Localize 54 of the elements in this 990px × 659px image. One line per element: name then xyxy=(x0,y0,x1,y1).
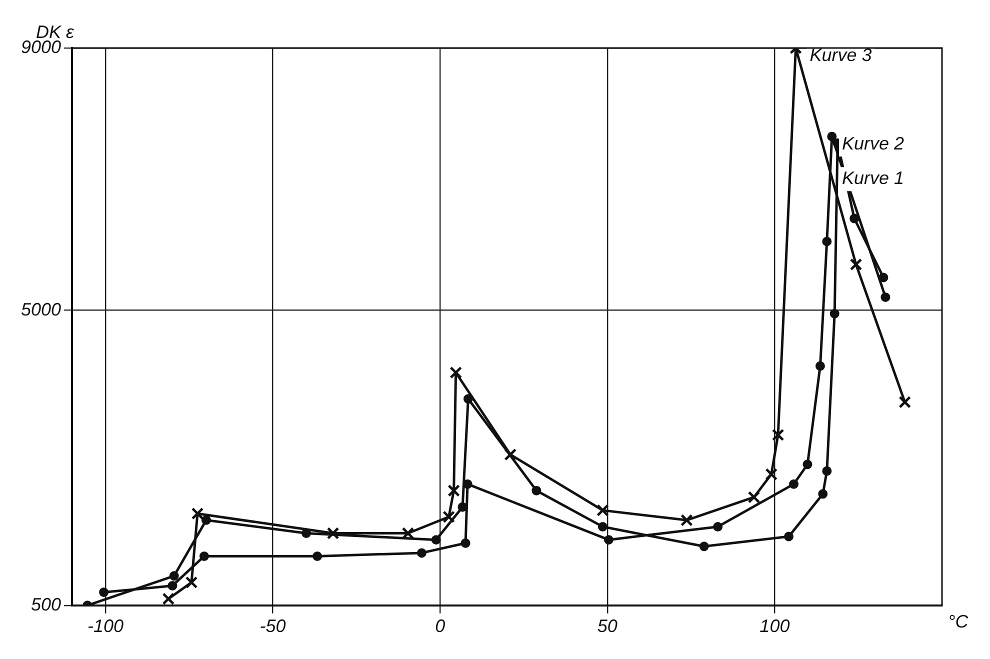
point xyxy=(680,514,693,526)
point xyxy=(822,236,832,246)
point xyxy=(802,460,812,470)
point xyxy=(699,542,709,552)
y-tick-label: 500 xyxy=(30,594,62,614)
point xyxy=(596,504,609,517)
point xyxy=(191,507,204,520)
point xyxy=(448,484,460,497)
point xyxy=(185,576,198,589)
point xyxy=(748,491,760,504)
point xyxy=(532,486,542,496)
point xyxy=(880,292,890,302)
point xyxy=(168,580,178,590)
point xyxy=(898,396,912,408)
point xyxy=(822,466,832,476)
point xyxy=(99,588,109,598)
point xyxy=(326,527,340,540)
point xyxy=(815,361,825,371)
point xyxy=(850,258,862,271)
point xyxy=(450,366,462,379)
point xyxy=(772,428,784,442)
y-tick-label: 5000 xyxy=(20,299,62,320)
point xyxy=(162,592,175,606)
point xyxy=(713,522,723,532)
point xyxy=(416,548,426,558)
point xyxy=(442,510,455,524)
series-label: Kurve 3 xyxy=(810,45,872,65)
x-tick-label: 100 xyxy=(760,616,790,636)
x-tick-label: -100 xyxy=(87,616,124,636)
x-tick-label: 0 xyxy=(435,616,446,636)
point xyxy=(830,308,840,318)
point xyxy=(169,571,179,581)
point xyxy=(604,535,614,545)
series-label: Kurve 2 xyxy=(842,134,904,154)
point xyxy=(199,551,209,561)
x-tick-label: -50 xyxy=(260,616,286,636)
point xyxy=(504,448,517,461)
y-tick-label: 9000 xyxy=(20,37,62,57)
point xyxy=(458,502,468,512)
x-tick-label: 50 xyxy=(597,616,618,636)
point xyxy=(827,132,837,142)
point xyxy=(765,468,778,480)
point xyxy=(878,272,888,282)
point xyxy=(431,535,441,545)
point xyxy=(789,479,799,489)
point xyxy=(784,532,794,542)
point xyxy=(312,551,322,561)
point xyxy=(201,515,211,525)
series-label: Kurve 1 xyxy=(842,168,904,188)
point xyxy=(460,538,470,548)
x-axis-title: °C xyxy=(948,611,970,632)
point xyxy=(850,214,860,224)
point xyxy=(818,489,828,499)
point xyxy=(598,522,608,532)
